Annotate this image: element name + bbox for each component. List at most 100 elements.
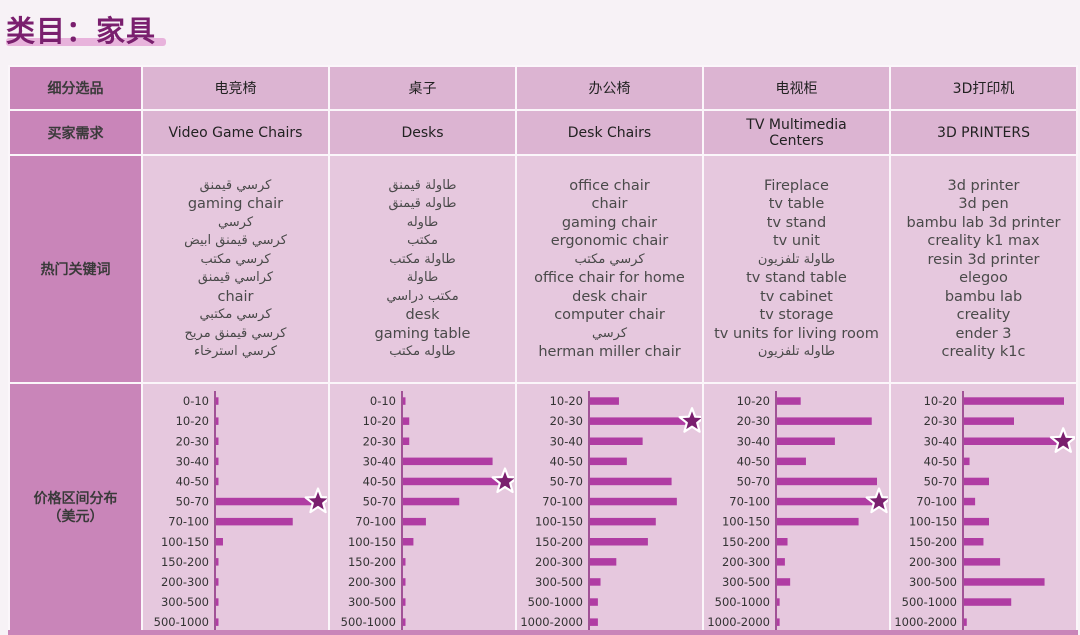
tick-label: 150-200: [160, 555, 208, 569]
keyword-item: creality k1 max: [927, 233, 1040, 249]
tick-label: 30-40: [175, 454, 208, 468]
price-bar: [589, 497, 677, 506]
category-table: 细分选品 电竞椅 桌子 办公椅 电视柜 3D打印机 买家需求 Video Gam…: [8, 65, 1078, 634]
tick-label: 50-70: [923, 474, 956, 488]
tick-label: 100-150: [347, 535, 395, 549]
keyword-item: tv cabinet: [760, 288, 833, 305]
tick-label: 200-300: [721, 555, 769, 569]
tick-label: 40-50: [362, 474, 395, 488]
price-bar: [402, 618, 405, 626]
price-bar: [963, 437, 1061, 445]
tick-label: 40-50: [923, 454, 956, 468]
keyword-list: طاولة قيمنق طاوله قيمنق طاوله مكتب طاولة مكت…: [330, 177, 515, 362]
price-bar: [776, 517, 859, 526]
keyword-item: كرسي قيمنق: [199, 177, 272, 193]
keywords-cell: office chair chair gaming chair ergonomic c…: [515, 154, 704, 384]
price-bar: [963, 477, 989, 486]
price-bar: [963, 397, 1064, 405]
subcategory-cell: 电视柜: [702, 65, 891, 111]
tick-label: 200-300: [160, 575, 208, 589]
tick-label: 100-150: [160, 535, 208, 549]
price-bar: [776, 578, 790, 586]
price-bar: [402, 397, 405, 405]
keyword-item: كرسي مكتبي: [199, 307, 272, 322]
keyword-item: كرسي: [217, 214, 254, 230]
keyword-item: tv unit: [773, 233, 820, 249]
keyword-item: elegoo: [959, 270, 1008, 286]
keyword-item: creality: [956, 307, 1011, 323]
tick-label: 1000-2000: [894, 615, 957, 629]
keywords-row: 热门关键词 كرسي قيمنق gaming chair كرسي كرسي قيم…: [8, 154, 1078, 384]
tick-label: 10-20: [175, 414, 208, 428]
price-row: 价格区间分布 （美元） 0-10 10-20 20-30 30-40 40-50 50-7…: [8, 382, 1078, 634]
price-bar: [589, 598, 598, 606]
tick-label: 200-300: [534, 555, 582, 569]
price-bar: [215, 598, 218, 606]
tick-label: 40-50: [736, 454, 769, 468]
keyword-item: creality k1c: [941, 344, 1026, 360]
price-bar: [776, 538, 788, 546]
tick-label: 300-500: [534, 575, 582, 589]
tick-label: 70-100: [542, 495, 583, 509]
price-bar: [215, 397, 218, 405]
price-bar: [589, 437, 643, 445]
tick-label: 10-20: [362, 414, 395, 428]
price-bar: [963, 457, 970, 466]
keyword-item: مكتب دراسي: [386, 288, 459, 304]
price-bar: [215, 457, 218, 466]
price-bar: [215, 618, 218, 626]
price-bar: [776, 437, 835, 445]
price-bar: [215, 578, 218, 586]
price-bar: [402, 477, 503, 486]
keyword-item: gaming chair: [187, 196, 284, 212]
buyer-need-cell: Video Game Chairs: [141, 109, 330, 156]
keyword-item: طاولة تلفزيون: [757, 251, 836, 267]
tick-label: 150-200: [908, 535, 956, 549]
keyword-list: كرسي قيمنق gaming chair كرسي كرسي قيمنق ابي…: [143, 177, 328, 362]
price-bar: [402, 538, 413, 546]
buyer-need-cell: TV Multimedia Centers: [702, 109, 891, 156]
price-chart-cell: 10-20 20-30 30-40 40-50 50-70 70-100 100-150 15…: [515, 382, 704, 634]
price-bar: [402, 558, 405, 566]
tick-label: 20-30: [175, 434, 208, 448]
tick-label: 150-200: [347, 555, 395, 569]
keyword-item: bambu lab: [944, 288, 1023, 305]
tick-label: 20-30: [923, 414, 956, 428]
price-bar: [776, 477, 877, 486]
keyword-item: chair: [217, 288, 254, 305]
keyword-item: desk chair: [572, 288, 647, 305]
tick-label: 500-1000: [901, 595, 956, 609]
row-header-buyer-need: 买家需求: [8, 109, 143, 156]
tick-label: 150-200: [534, 535, 582, 549]
row-header-subcategory: 细分选品: [8, 65, 143, 111]
tick-label: 200-300: [908, 555, 956, 569]
keyword-list: 3d printer 3d pen bambu lab 3d printer crea…: [891, 177, 1076, 362]
tick-label: 40-50: [175, 474, 208, 488]
tick-label: 70-100: [916, 495, 957, 509]
tick-label: 50-70: [736, 474, 769, 488]
tick-label: 50-70: [362, 495, 395, 509]
keyword-item: gaming table: [374, 325, 471, 342]
keyword-item: كراسي قيمنق: [197, 270, 274, 285]
keyword-item: كرسي قيمنق مريح: [184, 325, 287, 341]
tick-label: 30-40: [549, 434, 582, 448]
tick-label: 20-30: [736, 414, 769, 428]
price-bar-chart: 10-20 20-30 30-40 40-50 50-70 70-100 100-150 15…: [894, 391, 1075, 631]
price-chart-cell: 0-10 10-20 20-30 30-40 40-50 50-70 70-100 100-1…: [141, 382, 330, 634]
tick-label: 70-100: [168, 515, 209, 529]
price-bar: [776, 397, 801, 405]
keyword-item: Fireplace: [764, 177, 829, 194]
tick-label: 500-1000: [527, 595, 582, 609]
tick-label: 10-20: [736, 394, 769, 408]
tick-label: 20-30: [549, 414, 582, 428]
price-bar: [776, 497, 877, 506]
price-bar: [963, 517, 989, 526]
price-bar: [963, 618, 967, 626]
price-bar: [402, 437, 409, 445]
buyer-need-row: 买家需求 Video Game Chairs Desks Desk Chairs…: [8, 109, 1078, 156]
tick-label: 150-200: [721, 535, 769, 549]
price-bar-chart: 10-20 20-30 30-40 40-50 50-70 70-100 100-150 15…: [707, 391, 888, 631]
keyword-item: كرسي مكتب: [574, 251, 645, 267]
keyword-item: gaming chair: [561, 214, 658, 231]
tick-label: 0-10: [182, 394, 208, 408]
